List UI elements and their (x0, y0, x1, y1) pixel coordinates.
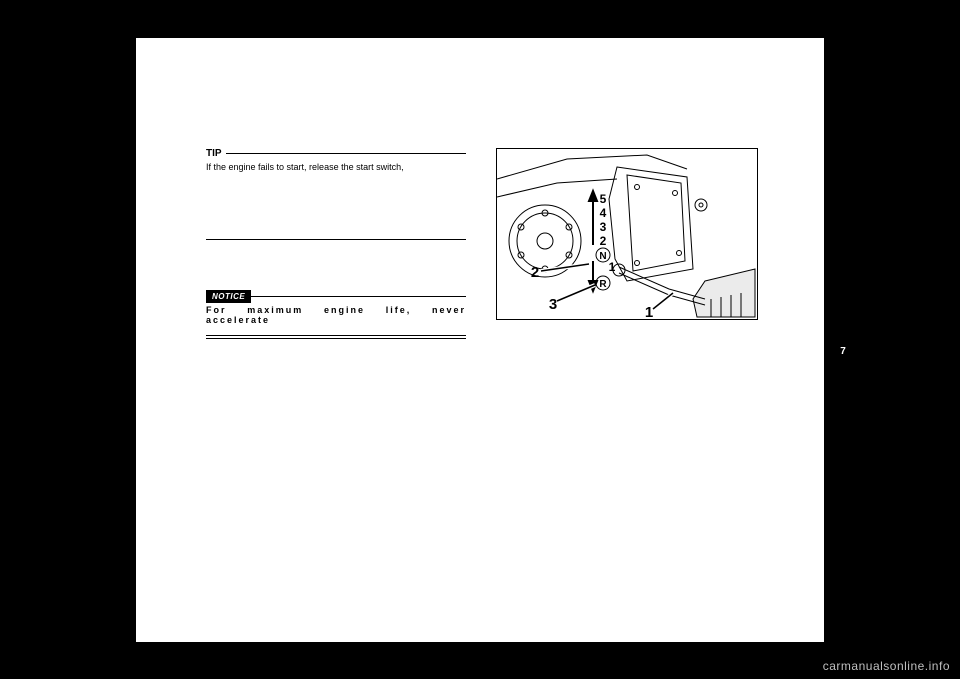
watermark: carmanualsonline.info (823, 659, 950, 673)
notice-text: For maximum engine life, never accelerat… (206, 305, 466, 325)
callout-1: 1 (645, 304, 653, 319)
notice-label: NOTICE (206, 290, 251, 303)
callout-3: 3 (549, 296, 557, 313)
shift-diagram-svg: 5 4 3 2 N 1 R (497, 149, 757, 319)
section-rule-1 (206, 239, 466, 240)
chapter-tab: 7 (834, 343, 852, 361)
manual-page: TIP If the engine fails to start, releas… (136, 38, 824, 642)
shift-4: 4 (600, 206, 607, 220)
notice-rule (251, 296, 466, 297)
tip-text: If the engine fails to start, release th… (206, 161, 466, 173)
tip-label: TIP (206, 148, 226, 159)
section-rule-2a (206, 335, 466, 336)
shift-3: 3 (600, 220, 607, 234)
left-column: TIP If the engine fails to start, releas… (206, 148, 466, 339)
shift-2: 2 (600, 234, 607, 248)
callout-2: 2 (531, 264, 539, 281)
shift-1: 1 (609, 260, 616, 274)
shift-number-stack: 5 4 3 2 N 1 R (589, 191, 616, 291)
shift-R: R (599, 279, 607, 290)
tip-rule (226, 153, 466, 154)
tip-header: TIP (206, 148, 466, 159)
shift-5: 5 (600, 192, 607, 206)
shift-pedal-figure: 5 4 3 2 N 1 R (496, 148, 758, 320)
shift-N: N (599, 251, 606, 262)
section-rule-2b (206, 338, 466, 339)
notice-row: NOTICE (206, 290, 466, 303)
